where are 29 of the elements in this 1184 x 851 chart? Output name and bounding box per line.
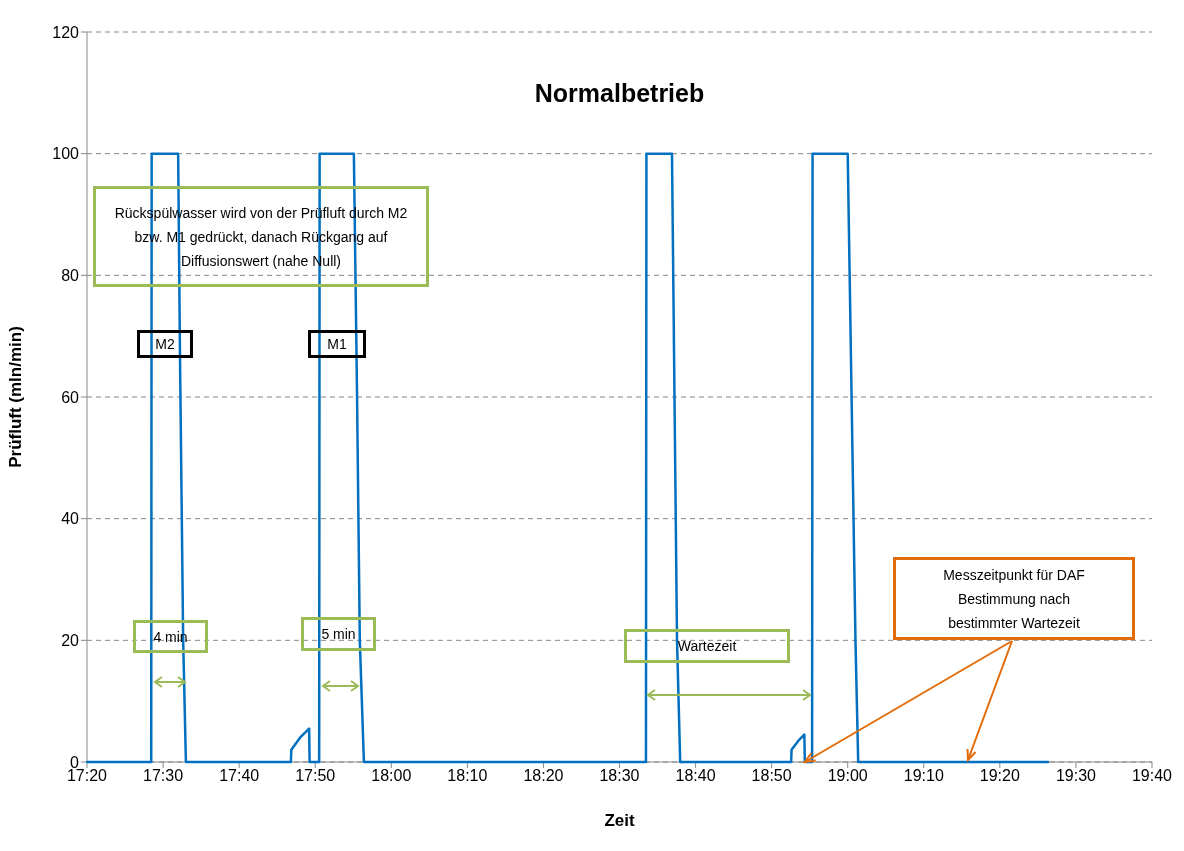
x-tick-label: 19:20 [979,767,1020,785]
x-tick-label: 19:10 [903,767,944,785]
annotation: 5 min [301,617,376,651]
text: Normalbetrieb [534,79,705,107]
x-tick-label: 19:40 [1131,767,1173,785]
x-tick-label: 19:00 [827,767,868,785]
annotation: M2 [137,330,193,358]
x-tick-label: 18:50 [751,767,792,785]
y-tick-label: 80 [61,267,80,285]
annotation: Messzeitpunkt für DAF Bestimmung nach bestimmter Wartezeit [893,557,1135,640]
y-tick-label: 120 [52,23,80,41]
x-tick-label: 19:30 [1055,767,1097,785]
y-tick-label: 20 [61,632,80,650]
x-tick-label: 18:20 [523,767,564,785]
y-tick-label: 40 [61,510,80,528]
x-tick-label: 18:10 [447,767,488,785]
x-tick-label: 18:30 [599,767,640,785]
x-tick-label: 17:30 [143,767,184,785]
annotation: Wartezeit [624,629,790,663]
x-tick-label: 18:40 [675,767,716,785]
x-tick-label: 18:00 [371,767,412,785]
y-tick-label: 100 [52,145,80,163]
y-tick-label: 60 [61,388,80,406]
x-tick-label: 17:40 [219,767,260,785]
x-tick-label: 17:50 [295,767,336,785]
y-axis-title: Prüfluft (mln/min) [6,326,26,468]
x-tick-label: 17:20 [66,767,108,785]
x-axis-title: Zeit [604,811,635,831]
annotation: M1 [308,330,366,358]
